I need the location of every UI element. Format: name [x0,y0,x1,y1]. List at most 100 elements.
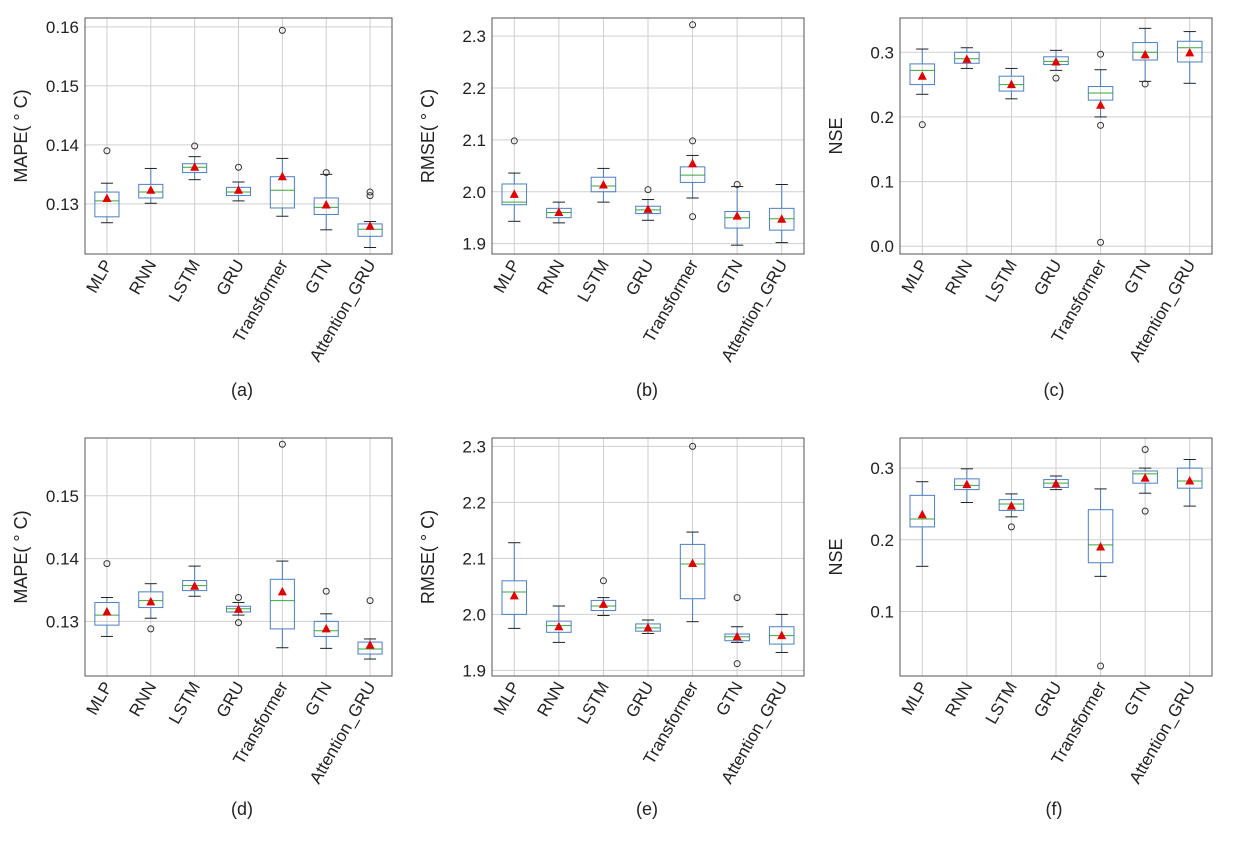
iqr-box [1176,467,1203,489]
plot-frame [84,437,393,677]
box-mlp [501,137,528,222]
iqr-box [954,478,980,491]
y-tick-label: 0.3 [870,459,894,478]
iqr-box [138,183,164,199]
iqr-box [679,543,706,600]
mean-marker [554,207,564,217]
outlier-point [644,186,652,194]
panel-caption: (a) [231,380,253,400]
x-tick-label: GRU [1030,257,1065,299]
y-tick-label: 1.9 [462,661,486,680]
outlier-point [366,192,374,200]
box-attention-gru [1176,459,1203,507]
mean-marker [777,214,787,223]
plot-frame [899,17,1213,255]
mean-marker [962,479,972,489]
y-tick-label: 0.13 [46,195,79,214]
outlier-point [1097,121,1105,129]
box-gru [225,594,252,627]
iqr-box [1176,40,1203,63]
mean-marker [643,622,653,632]
box-transformer [269,440,295,649]
outlier-point [733,180,741,188]
y-axis-label: MAPE( ° C) [11,89,31,182]
mean-marker [1006,79,1016,89]
box-rnn [546,201,572,224]
iqr-box [501,183,528,206]
outlier-point [322,587,330,595]
x-tick-label: RNN [941,257,976,298]
y-tick-label: 0.14 [46,550,79,569]
panel-caption: (e) [636,799,658,819]
iqr-box [998,75,1025,92]
plot-frame [491,17,805,255]
mean-marker [1140,49,1150,59]
box-gtn [313,587,339,649]
box-mlp [501,542,528,629]
outlier-point [366,188,374,196]
box-mlp [94,560,120,637]
box-attention-gru [768,183,795,244]
mean-marker [732,211,742,220]
mean-marker [1096,541,1106,551]
outlier-point [366,597,374,605]
mean-marker [1051,56,1061,66]
outlier-point [1141,445,1149,453]
iqr-box [1087,509,1114,564]
iqr-box [94,191,120,218]
y-tick-label: 2.1 [462,131,486,150]
outlier-point [1052,74,1060,82]
y-tick-label: 2.3 [462,27,486,46]
mean-marker [190,581,200,590]
box-transformer [679,21,706,221]
mean-marker [277,171,287,181]
mean-marker [234,604,243,613]
x-tick-label: RNN [533,679,568,720]
plot-frame [491,437,805,677]
x-tick-label: LSTM [982,679,1021,728]
mean-marker [732,631,742,641]
iqr-box [138,591,164,609]
mean-marker [234,185,243,194]
box-rnn [138,167,164,204]
x-tick-label: MLP [898,257,932,297]
box-gru [635,186,661,221]
box-lstm [182,565,208,597]
mean-marker [1140,473,1150,482]
iqr-box [590,176,617,193]
outlier-point [1141,80,1149,88]
x-tick-label: RNN [533,257,568,298]
outlier-point [1097,50,1105,58]
box-transformer [269,26,295,217]
box-rnn [954,468,980,504]
x-tick-label: GRU [213,679,248,721]
mean-marker [777,630,787,640]
mean-marker [365,640,375,649]
x-tick-label: GTN [301,257,335,298]
x-tick-label: MLP [898,679,932,719]
outlier-point [235,163,242,171]
x-tick-label: RNN [125,257,160,298]
box-transformer [1087,50,1114,246]
mean-marker [1096,100,1106,109]
box-gru [1043,475,1069,491]
iqr-box [998,499,1025,511]
outlier-point [235,594,242,602]
panel-caption: (b) [636,380,658,400]
y-tick-label: 0.3 [870,43,894,62]
iqr-box [94,602,120,626]
iqr-box [313,197,339,215]
x-tick-label: RNN [125,679,160,720]
x-tick-label: GTN [1120,257,1154,298]
mean-marker [917,509,927,519]
x-tick-label: GRU [1030,679,1065,721]
iqr-box [909,63,936,86]
box-lstm [182,142,208,181]
x-tick-label: LSTM [165,257,204,306]
y-tick-label: 2.2 [462,493,486,512]
